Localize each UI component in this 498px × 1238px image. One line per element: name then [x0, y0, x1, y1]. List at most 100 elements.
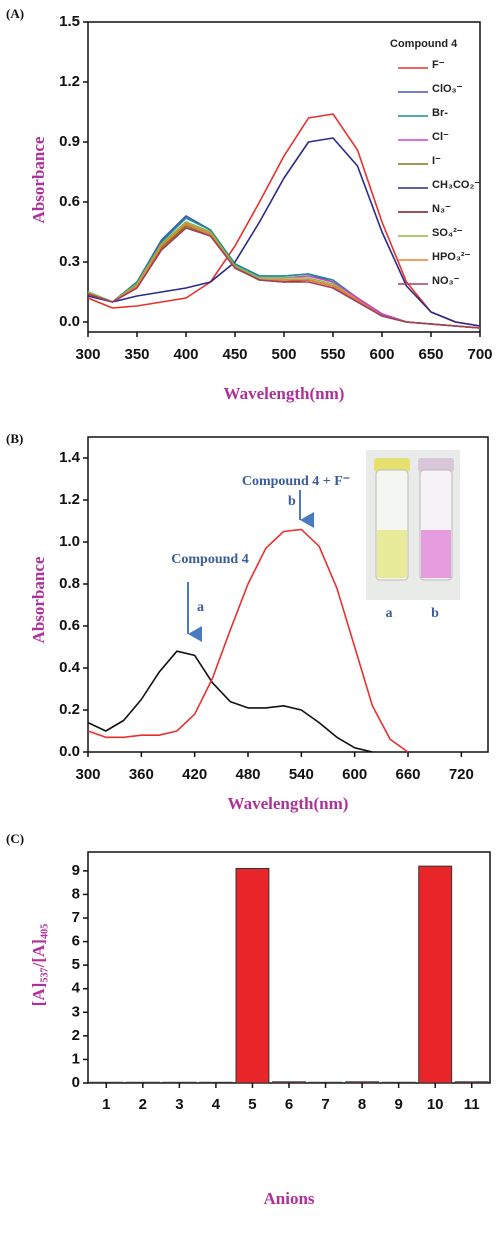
x-tick-label: 500 — [271, 346, 296, 363]
legend-label: SO₄²⁻ — [432, 227, 463, 239]
x-tick-label: 360 — [129, 766, 154, 783]
legend-label: Br- — [432, 107, 448, 119]
y-tick-label: 2 — [72, 1027, 80, 1044]
y-tick-label: 0.3 — [59, 253, 80, 270]
y-tick-label: 0 — [72, 1074, 80, 1091]
x-axis-label: Anions — [263, 1189, 314, 1208]
x-axis-label: Wavelength(nm) — [228, 794, 349, 813]
inset-label: b — [431, 606, 439, 621]
y-tick-label: 1.4 — [59, 449, 81, 466]
line-series — [87, 221, 481, 329]
y-tick-label: 0.6 — [59, 193, 80, 210]
panel-label: (A) — [6, 6, 24, 21]
legend-label: N₃⁻ — [432, 203, 451, 215]
legend-label: I⁻ — [432, 155, 441, 167]
legend-label: ClO₃⁻ — [432, 83, 463, 95]
inset-label: a — [386, 606, 393, 621]
line-series — [87, 221, 481, 329]
x-tick-label: 8 — [358, 1096, 366, 1113]
x-tick-label: 700 — [467, 346, 492, 363]
x-tick-label: 420 — [182, 766, 207, 783]
x-tick-label: 9 — [394, 1096, 402, 1113]
bar — [125, 1081, 160, 1084]
legend-label: NO₃⁻ — [432, 275, 460, 287]
x-tick-label: 11 — [464, 1096, 480, 1113]
y-tick-label: 0.2 — [59, 701, 80, 718]
plot-frame — [87, 436, 489, 753]
x-tick-label: 300 — [75, 766, 100, 783]
x-tick-label: 350 — [124, 346, 149, 363]
x-tick-label: 3 — [175, 1096, 183, 1113]
bar — [345, 1081, 380, 1084]
x-tick-label: 1 — [102, 1096, 110, 1113]
bar — [198, 1081, 233, 1084]
y-axis-label: Absorbance — [29, 136, 48, 223]
bar — [418, 865, 453, 1084]
x-tick-label: 2 — [139, 1096, 147, 1113]
x-tick-label: 7 — [321, 1096, 329, 1113]
x-tick-label: 450 — [222, 346, 247, 363]
line-series — [87, 137, 481, 327]
y-tick-label: 0.4 — [59, 659, 81, 676]
y-tick-label: 0.0 — [59, 313, 80, 330]
y-tick-label: 1.0 — [59, 533, 80, 550]
x-tick-label: 300 — [75, 346, 100, 363]
y-tick-label: 0.9 — [59, 133, 80, 150]
y-tick-label: 0.6 — [59, 617, 80, 634]
y-tick-label: 8 — [72, 885, 80, 902]
x-axis-label: Wavelength(nm) — [224, 384, 345, 403]
y-tick-label: 1.5 — [59, 13, 80, 30]
bar — [308, 1081, 343, 1084]
y-tick-label: 7 — [72, 909, 80, 926]
y-tick-label: 0.8 — [59, 575, 80, 592]
legend-label: CH₃CO₂⁻ — [432, 179, 480, 191]
y-axis-label: Absorbance — [29, 556, 48, 643]
x-tick-label: 660 — [395, 766, 420, 783]
line-series — [87, 225, 481, 329]
bar — [235, 868, 270, 1084]
bar — [162, 1081, 197, 1084]
y-tick-label: 6 — [72, 933, 80, 950]
inset-photo — [366, 450, 460, 600]
line-series — [87, 227, 481, 329]
bar — [272, 1081, 306, 1084]
x-tick-label: 400 — [173, 346, 198, 363]
line-series — [87, 528, 409, 753]
x-tick-label: 5 — [248, 1096, 256, 1113]
legend-title: Compound 4 — [390, 38, 458, 50]
line-series — [87, 650, 373, 753]
x-tick-label: 650 — [418, 346, 443, 363]
y-tick-label: 1 — [72, 1050, 80, 1067]
bar — [381, 1081, 416, 1084]
x-tick-label: 550 — [320, 346, 345, 363]
x-tick-label: 480 — [235, 766, 260, 783]
panel-label: (B) — [6, 431, 23, 446]
y-tick-label: 5 — [72, 956, 80, 973]
panel-label: (C) — [6, 831, 24, 846]
y-tick-label: 0.0 — [59, 743, 80, 760]
annotation: Compound 4 + F⁻ — [242, 474, 350, 489]
annotation-marker: b — [288, 494, 296, 509]
x-tick-label: 720 — [449, 766, 474, 783]
y-tick-label: 3 — [72, 1003, 80, 1020]
x-tick-label: 6 — [285, 1096, 293, 1113]
legend-label: Cl⁻ — [432, 131, 449, 143]
y-tick-label: 1.2 — [59, 73, 80, 90]
legend-label: F⁻ — [432, 59, 445, 71]
bar — [89, 1081, 124, 1084]
x-tick-label: 540 — [289, 766, 314, 783]
line-series — [87, 113, 481, 327]
y-tick-label: 9 — [72, 862, 80, 879]
x-tick-label: 4 — [212, 1096, 221, 1113]
x-tick-label: 600 — [369, 346, 394, 363]
bar — [454, 1081, 489, 1084]
x-tick-label: 10 — [427, 1096, 444, 1113]
legend-label: HPO₃²⁻ — [432, 251, 471, 263]
annotation-marker: a — [197, 600, 204, 615]
y-tick-label: 4 — [72, 980, 81, 997]
x-tick-label: 600 — [342, 766, 367, 783]
y-tick-label: 1.2 — [59, 491, 80, 508]
annotation: Compound 4 — [171, 552, 248, 567]
y-axis-label: [A]₅₃₇/[A]₄₀₅ — [29, 924, 48, 1007]
